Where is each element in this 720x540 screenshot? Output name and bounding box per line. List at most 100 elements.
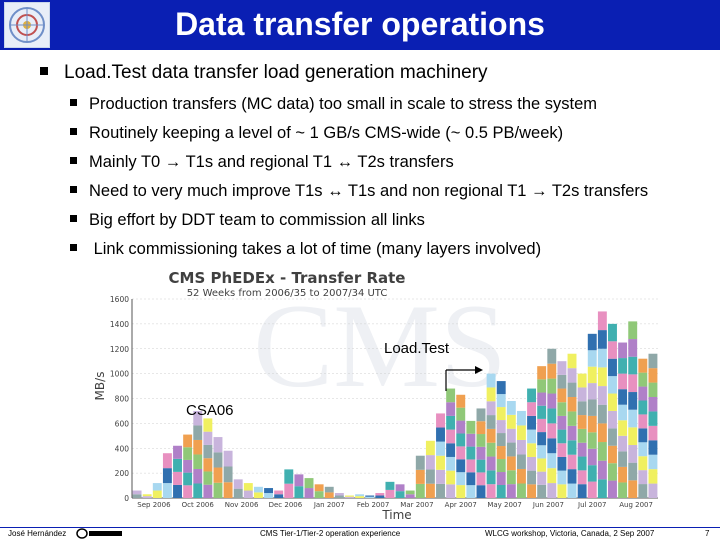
bar-segment (567, 469, 577, 484)
bar-segment (557, 361, 567, 375)
bar-segment (436, 413, 445, 428)
bar-segment (577, 484, 587, 498)
bar-segment (557, 388, 567, 403)
chart-watermark: CMS (253, 279, 506, 412)
bar-segment (506, 428, 516, 443)
bullet-square-icon (70, 157, 77, 165)
bar-segment (527, 402, 537, 416)
bar-segment (264, 493, 274, 498)
bar-segment (486, 415, 496, 429)
bar-segment (628, 356, 638, 375)
cms-logo-icon (4, 2, 50, 48)
bar-segment (527, 388, 537, 403)
bar-segment (506, 484, 516, 498)
bar-segment (446, 415, 456, 430)
bar-segment (537, 471, 547, 485)
bar-segment (183, 434, 193, 448)
x-tick-label: Oct 2006 (182, 501, 215, 509)
bar-segment (577, 428, 587, 443)
bar-segment (456, 407, 466, 421)
sub-bullet-text: Big effort by DDT team to commission all… (89, 211, 425, 229)
y-tick-label: 0 (124, 494, 129, 503)
main-bullet: Load.Test data transfer load generation … (40, 62, 488, 84)
bar-segment (213, 467, 223, 483)
bar-segment (648, 368, 658, 383)
bar-segment (577, 387, 587, 402)
bar-segment (567, 368, 577, 383)
bar-segment (587, 366, 597, 384)
bar-segment (456, 433, 466, 447)
bar-segment (183, 459, 193, 473)
bar-segment (213, 482, 223, 498)
bar-segment (527, 470, 537, 485)
bar-segment (648, 425, 658, 441)
bar-segment (638, 400, 648, 415)
bar-segment (243, 483, 253, 491)
bar-segment (557, 415, 567, 430)
bar-segment (537, 379, 547, 393)
bar-segment (425, 483, 435, 498)
page-title: Data transfer operations (175, 6, 545, 42)
bar-segment (628, 392, 638, 410)
bar-segment (527, 456, 537, 471)
y-tick-label: 1600 (110, 295, 129, 304)
bar-segment (608, 428, 617, 446)
bar-segment (162, 483, 172, 498)
y-tick-label: 1400 (110, 320, 129, 329)
bar-segment (638, 442, 648, 457)
bar-segment (314, 484, 324, 492)
bar-segment (648, 483, 658, 498)
bar-segment (183, 485, 193, 498)
bar-segment (496, 381, 506, 395)
bar-segment (203, 431, 213, 445)
bar-segment (557, 443, 567, 457)
bar-segment (506, 470, 516, 485)
bar-segment (587, 448, 597, 466)
bar-segment (577, 415, 587, 429)
bar-segment (486, 428, 496, 443)
bar-segment (446, 429, 456, 444)
bar-segment (486, 470, 496, 485)
transfer-rate-chart: CMS CMS PhEDEx - Transfer Rate 52 Weeks … (93, 269, 658, 522)
bar-segment (628, 427, 638, 446)
bar-segment (567, 397, 577, 412)
bar-segment (547, 438, 557, 454)
bar-segment (506, 414, 516, 429)
bar-segment (365, 495, 375, 497)
bar-segment (537, 445, 547, 459)
bar-segment (405, 494, 415, 498)
bar-segment (466, 459, 476, 473)
footer-page-number: 7 (705, 529, 710, 538)
bar-segment (243, 490, 253, 498)
bar-segment (618, 389, 628, 405)
x-tick-label: Aug 2007 (619, 501, 653, 509)
bar-segment (436, 455, 445, 470)
bar-segment (628, 409, 638, 428)
y-axis-label: MB/s (93, 372, 107, 401)
sub-bullet-text: Mainly T0 → T1s and regional T1 ↔ T2s tr… (89, 153, 454, 171)
y-tick-labels: 0 200 400 600 800 1000 1200 1400 1600 (110, 295, 129, 503)
bar-segment (425, 440, 435, 456)
bar-segment (608, 341, 617, 359)
bar-segment (496, 485, 506, 498)
bar-segment (516, 439, 526, 455)
bar-segment (476, 421, 486, 435)
bar-segment (446, 456, 456, 471)
bar-segment (385, 481, 395, 490)
footer-author: José Hernández (8, 529, 67, 538)
bar-segment (365, 496, 375, 498)
bar-segment (436, 441, 445, 456)
bar-segment (476, 434, 486, 447)
annotation-csa06: CSA06 (186, 402, 234, 419)
bar-segment (608, 445, 617, 464)
bar-segment (466, 485, 476, 498)
bar-segment (567, 454, 577, 470)
bar-segment (648, 469, 658, 484)
bar-segment (284, 483, 294, 498)
bar-segment (304, 488, 314, 498)
bar-segment (476, 472, 486, 486)
bar-segment (173, 484, 182, 498)
bar-segment (628, 374, 638, 393)
bar-segment (446, 470, 456, 485)
bar-segment (516, 483, 526, 498)
